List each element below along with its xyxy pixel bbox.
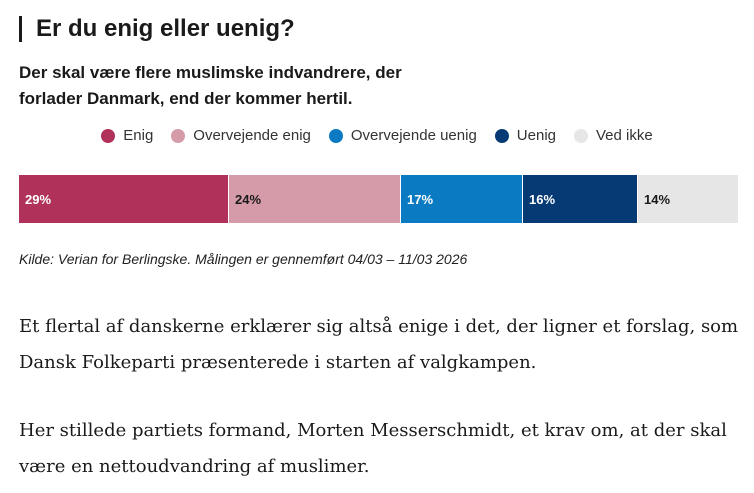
chart-legend: Enig Overvejende enig Overvejende uenig Uen… (0, 127, 754, 144)
source-note: Kilde: Verian for Berlingske. Målingen e… (19, 251, 468, 267)
bar-data-label: 17% (407, 191, 434, 207)
bar-data-label: 24% (235, 191, 262, 207)
article-paragraph-1: Et flertal af danskerne erklærer sig alt… (19, 316, 739, 373)
stacked-bar: 29% 24% 17% 16% 14% (19, 175, 738, 223)
chart-heading: Er du enig eller uenig? (19, 14, 295, 44)
bar-data-label: 29% (25, 191, 52, 207)
bar-segment-0: 29% (19, 175, 228, 223)
bar-segment-3: 16% (522, 175, 637, 223)
bar-segment-1: 24% (228, 175, 400, 223)
legend-swatch (328, 128, 343, 143)
legend-label: Overvejende uenig (350, 127, 477, 144)
legend-item-3: Uenig (494, 127, 556, 144)
legend-item-4: Ved ikke (574, 127, 653, 144)
legend-swatch (171, 128, 186, 143)
article-paragraph-2: Her stillede partiets formand, Morten Me… (19, 420, 727, 477)
legend-item-1: Overvejende enig (171, 127, 311, 144)
legend-label: Ved ikke (596, 127, 653, 144)
legend-swatch (494, 128, 509, 143)
bar-segment-2: 17% (400, 175, 522, 223)
legend-swatch (101, 128, 116, 143)
legend-item-2: Overvejende uenig (328, 127, 477, 144)
legend-label: Uenig (516, 127, 556, 144)
bar-data-label: 14% (644, 191, 671, 207)
heading-accent-bar (19, 16, 22, 42)
legend-item-0: Enig (101, 127, 153, 144)
survey-question: Der skal være flere muslimske indvandrer… (19, 63, 402, 108)
legend-swatch (574, 128, 588, 143)
bar-segment-4: 14% (637, 175, 738, 223)
chart-title: Er du enig eller uenig? (36, 15, 295, 42)
bar-data-label: 16% (529, 191, 556, 207)
legend-label: Overvejende enig (193, 127, 311, 144)
legend-label: Enig (123, 127, 154, 144)
